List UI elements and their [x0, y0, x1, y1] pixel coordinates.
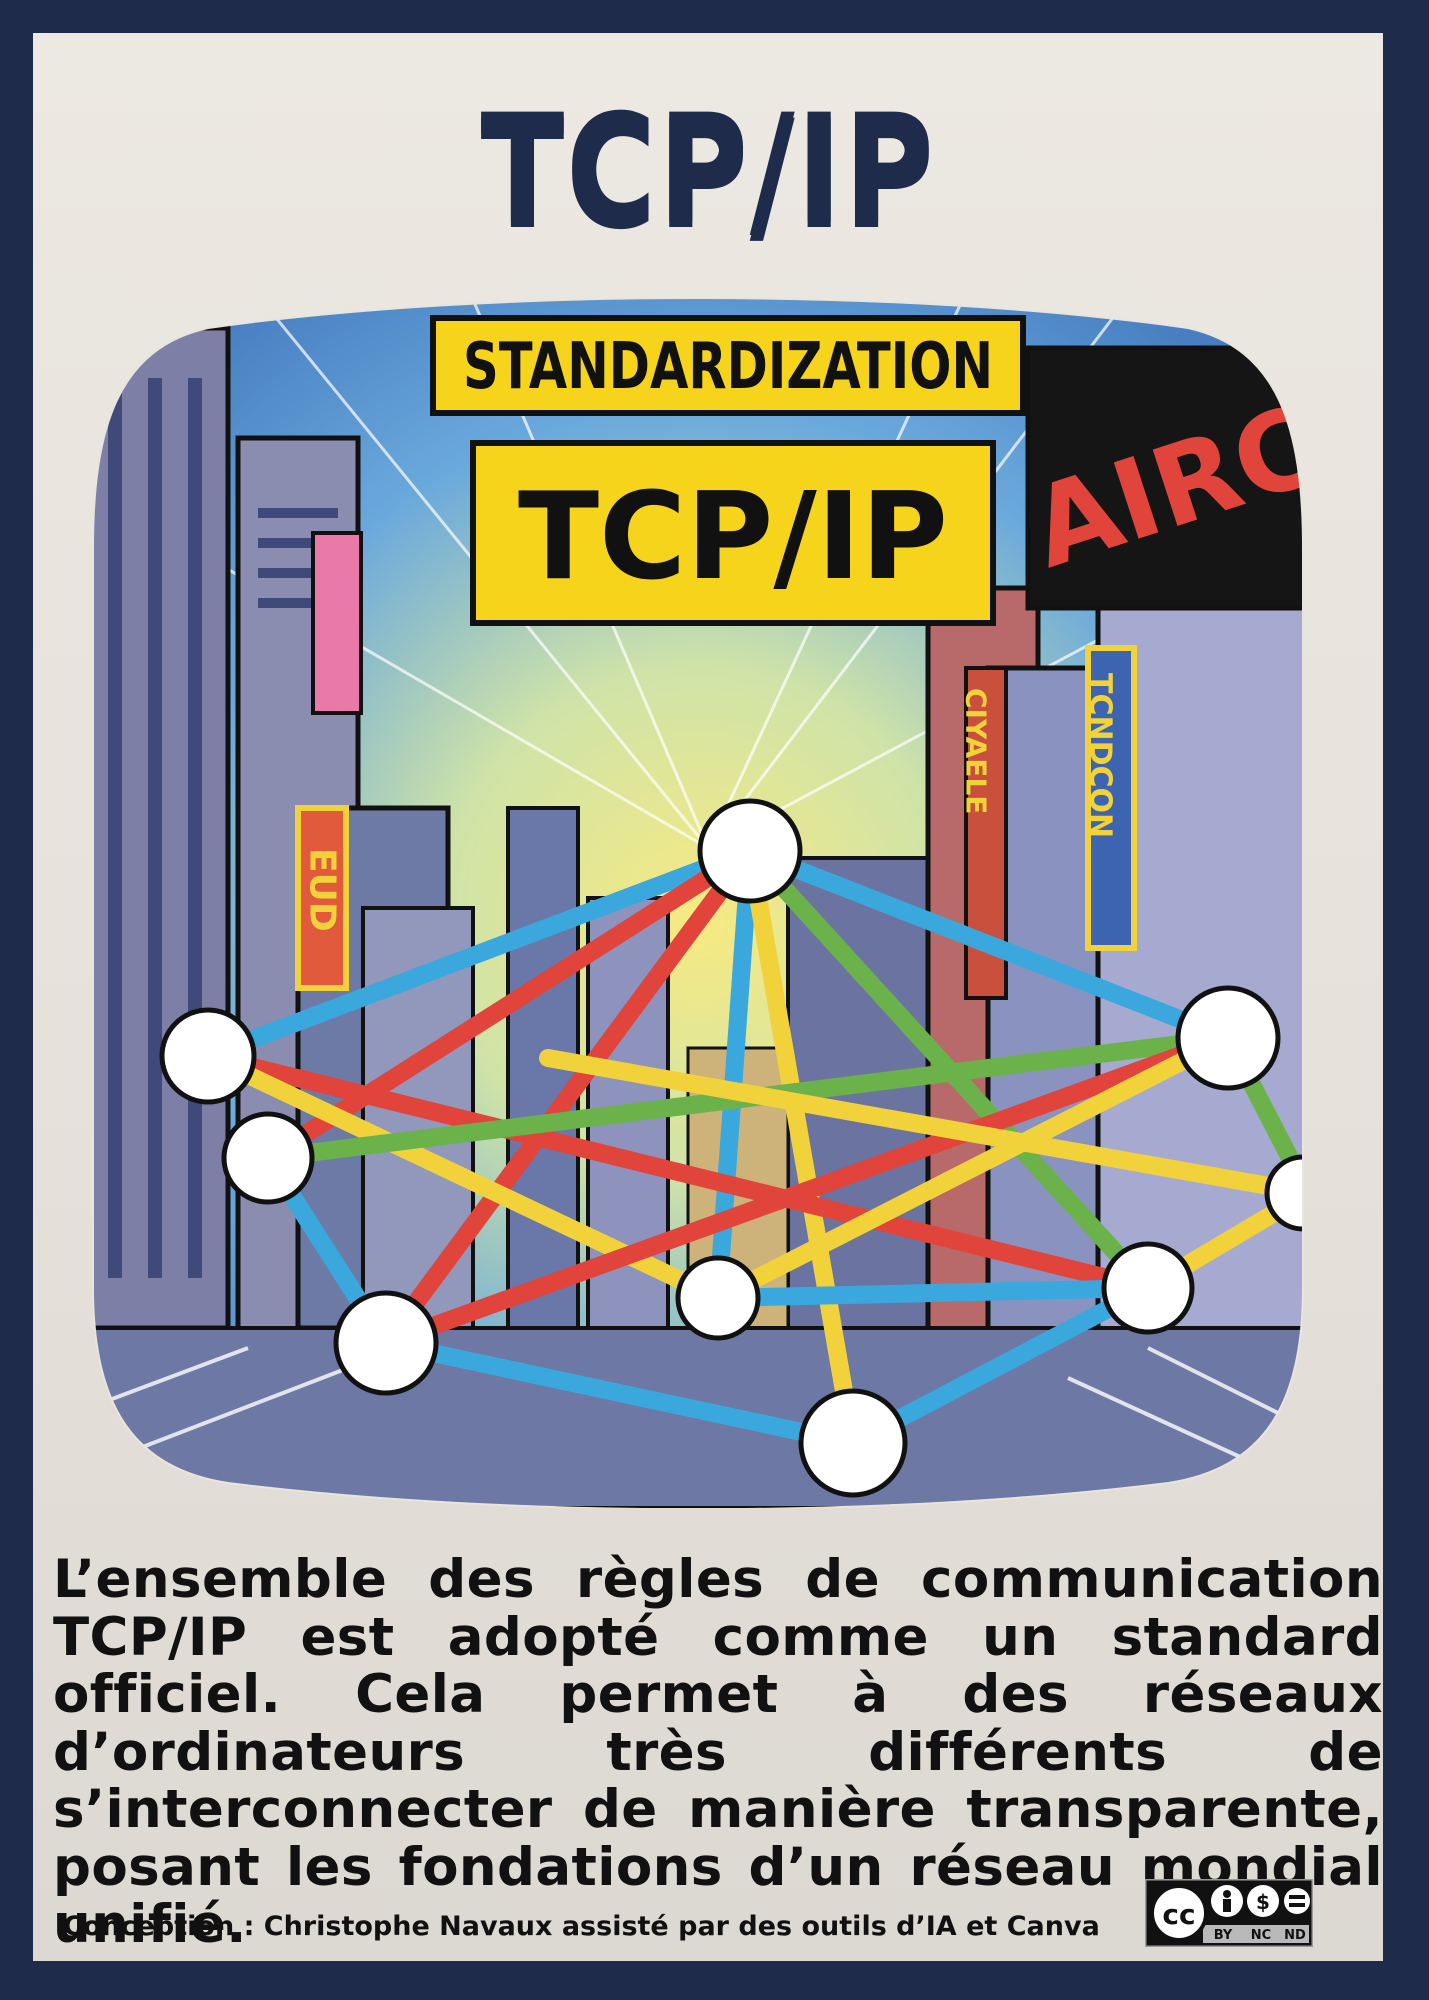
poster-card: TCP/IP [33, 33, 1383, 1961]
comic-city-network-illustration: EUD AIRCA TCNDCON CIYAELE [92, 297, 1304, 1508]
poster-title: TCP/IP [480, 83, 936, 257]
license-nc-label: NC [1251, 1928, 1271, 1943]
banner-tcpip: TCP/IP [518, 468, 948, 607]
sign-right-vertical-1: CIYAELE [960, 688, 993, 814]
description-text: L’ensemble des règles de communication T… [53, 1549, 1383, 1955]
nd-icon [1284, 1888, 1310, 1914]
banner-standardization: STANDARDIZATION [463, 330, 993, 404]
sign-right-vertical-2: TCNDCON [1083, 673, 1118, 838]
credit-line: Conception : Christophe Navaux assisté p… [63, 1911, 1100, 1942]
cc-license-badge[interactable]: cc $ BY NC ND [1145, 1879, 1313, 1947]
cc-icon: cc [1162, 1898, 1195, 1931]
sign-left: EUD [302, 848, 343, 932]
svg-text:$: $ [1256, 1890, 1270, 1914]
license-nd-label: ND [1284, 1928, 1306, 1943]
license-by-label: BY [1214, 1928, 1233, 1943]
nc-icon [1247, 1885, 1279, 1917]
